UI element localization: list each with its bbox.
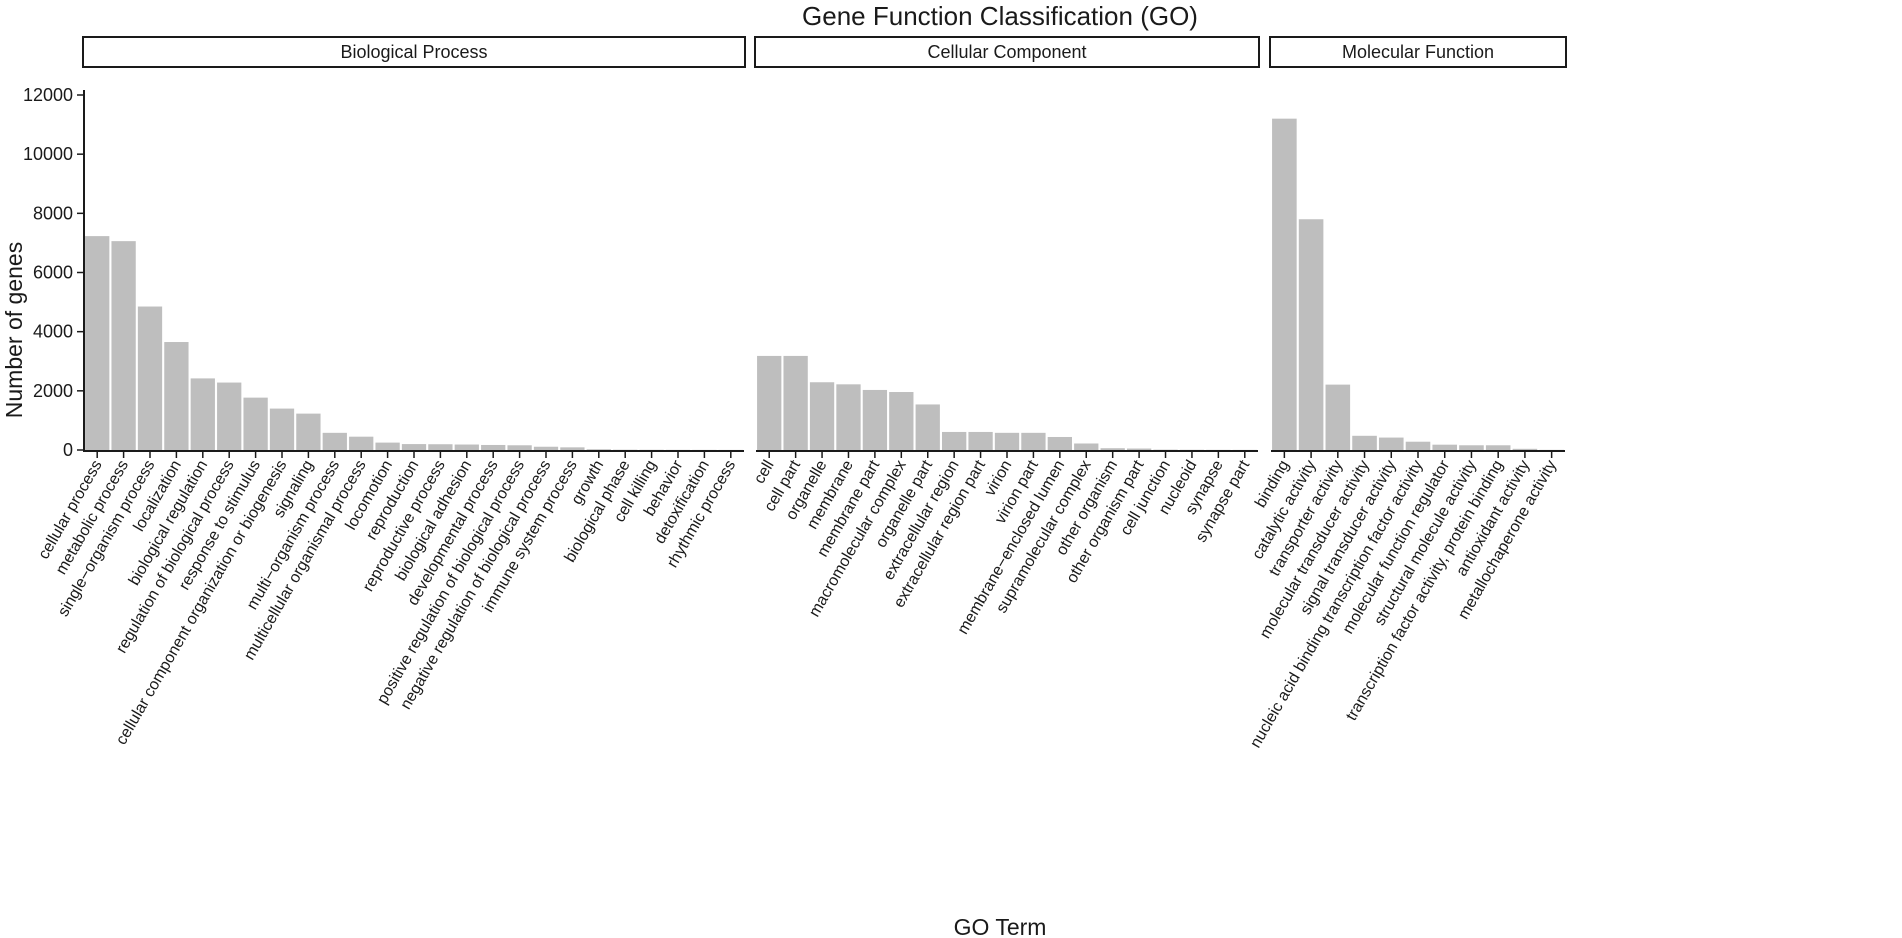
bar-biological-process-growth (586, 449, 611, 450)
bar-cellular-component-membrane-part (862, 389, 888, 450)
bar-molecular-function-nucleic-acid-binding-transcription-factor-activity (1405, 441, 1431, 450)
bar-molecular-function-structural-molecule-activity (1459, 445, 1484, 450)
bar-molecular-function-antioxidant-activity (1512, 448, 1538, 450)
bar-molecular-function-signal-transducer-activity (1378, 437, 1404, 450)
y-tick-label-4000: 4000 (33, 322, 73, 342)
bar-biological-process-developmental-process (481, 444, 506, 450)
bar-biological-process-positive-regulation-of-biological-process (507, 445, 532, 450)
bar-biological-process-multi-organism-process (322, 432, 347, 450)
bar-cellular-component-cell (757, 355, 782, 450)
bar-molecular-function-transcription-factor-activity-protein-binding (1485, 445, 1511, 450)
bar-molecular-function-transporter-activity (1325, 384, 1351, 450)
bar-cellular-component-supramolecular-complex (1074, 443, 1099, 450)
bar-biological-process-biological-adhesion (454, 444, 479, 450)
bar-molecular-function-molecular-transducer-activity (1352, 435, 1377, 450)
facet-label-cellular-component: Cellular Component (927, 42, 1086, 62)
facet-strip-biological-process (82, 36, 746, 68)
bar-cellular-component-membrane (836, 384, 861, 450)
bar-biological-process-immune-system-process (560, 447, 585, 450)
bar-cellular-component-virion (994, 432, 1020, 450)
y-tick-label-2000: 2000 (33, 381, 73, 401)
bar-cellular-component-extracellular-region-part (968, 431, 993, 450)
bar-cellular-component-virion-part (1021, 432, 1046, 450)
bar-molecular-function-molecular-function-regulator (1432, 444, 1458, 450)
y-tick-label-6000: 6000 (33, 263, 73, 283)
x-tick-label-cell: cell (751, 458, 778, 487)
bar-biological-process-metabolic-process (111, 241, 136, 450)
y-axis-label: Number of genes (1, 242, 27, 418)
bar-biological-process-reproductive-process (428, 444, 453, 450)
facet-strip-cellular-component (754, 36, 1260, 68)
bar-biological-process-response-to-stimulus (243, 397, 268, 450)
y-tick-label-12000: 12000 (23, 85, 73, 105)
chart-title: Gene Function Classification (GO) (802, 1, 1198, 31)
x-axis-label: GO Term (954, 914, 1047, 938)
plot-area: 0 2000 4000 6000 8000 10000 12000 Biological Pr… (23, 36, 1567, 751)
bar-cellular-component-macromolecular-complex (889, 392, 914, 450)
bar-biological-process-negative-regulation-of-biological-process (533, 446, 559, 450)
facet-strip-molecular-function (1269, 36, 1567, 68)
bar-cellular-component-extracellular-region (942, 431, 967, 450)
y-tick-label-0: 0 (63, 440, 73, 460)
bar-molecular-function-binding (1272, 118, 1297, 451)
bar-biological-process-locomotion (375, 442, 400, 450)
bar-biological-process-cellular-process (85, 236, 110, 450)
facet-label-molecular-function: Molecular Function (1342, 42, 1494, 62)
y-tick-label-10000: 10000 (23, 144, 73, 164)
bar-biological-process-biological-regulation (190, 378, 215, 450)
bar-biological-process-regulation-of-biological-process (217, 382, 242, 450)
bar-cellular-component-cell-part (783, 355, 808, 450)
bar-cellular-component-organelle-part (915, 404, 940, 450)
y-tick-label-8000: 8000 (33, 203, 73, 223)
bar-biological-process-localization (164, 342, 189, 450)
bar-cellular-component-other-organism-part (1126, 448, 1152, 450)
bar-cellular-component-organelle (809, 382, 835, 450)
bar-biological-process-multicellular-organismal-process (349, 436, 374, 450)
facet-label-biological-process: Biological Process (340, 42, 487, 62)
bar-biological-process-single-organism-process (137, 306, 163, 450)
bar-cellular-component-membrane-enclosed-lumen (1047, 436, 1072, 450)
bar-cellular-component-other-organism (1100, 448, 1125, 450)
bar-biological-process-reproduction (401, 444, 427, 450)
bar-molecular-function-catalytic-activity (1298, 219, 1324, 450)
bar-biological-process-cellular-component-organization-or-biogenesis (269, 408, 295, 450)
bar-biological-process-signaling (296, 413, 321, 450)
